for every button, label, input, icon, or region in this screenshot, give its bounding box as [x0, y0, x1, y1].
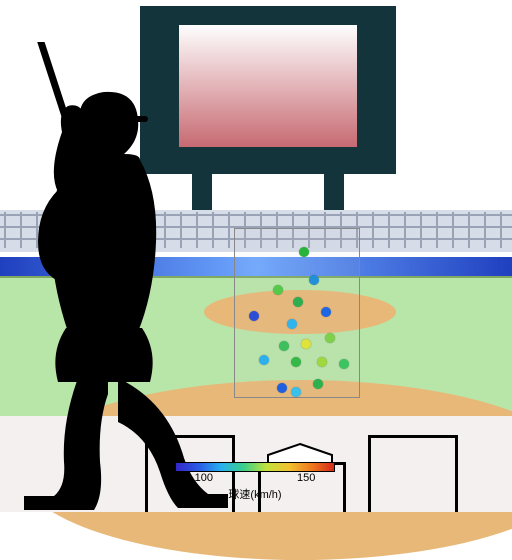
pitch-dot: [309, 275, 319, 285]
pitch-dot: [287, 319, 297, 329]
pitch-dot: [301, 339, 311, 349]
legend-title: 球速(km/h): [175, 486, 335, 502]
pitch-dot: [317, 357, 327, 367]
velocity-legend: 100 150 球速(km/h): [175, 462, 335, 502]
pitch-dot: [273, 285, 283, 295]
legend-tick: 150: [297, 472, 315, 484]
legend-ticks: 100 150: [175, 472, 335, 486]
pitch-dot: [325, 333, 335, 343]
batter-silhouette: [8, 42, 238, 510]
pitch-dot: [291, 387, 301, 397]
pitch-dot: [259, 355, 269, 365]
pitch-dot: [277, 383, 287, 393]
pitch-dot: [299, 247, 309, 257]
legend-colorbar: [175, 462, 335, 472]
pitch-dot: [321, 307, 331, 317]
pitch-dot: [279, 341, 289, 351]
legend-tick: 100: [195, 472, 213, 484]
pitch-dot: [291, 357, 301, 367]
pitch-chart-stage: 100 150 球速(km/h): [0, 0, 512, 512]
pitch-dot: [339, 359, 349, 369]
pitch-dot: [293, 297, 303, 307]
pitch-dot: [313, 379, 323, 389]
pitch-dot: [249, 311, 259, 321]
